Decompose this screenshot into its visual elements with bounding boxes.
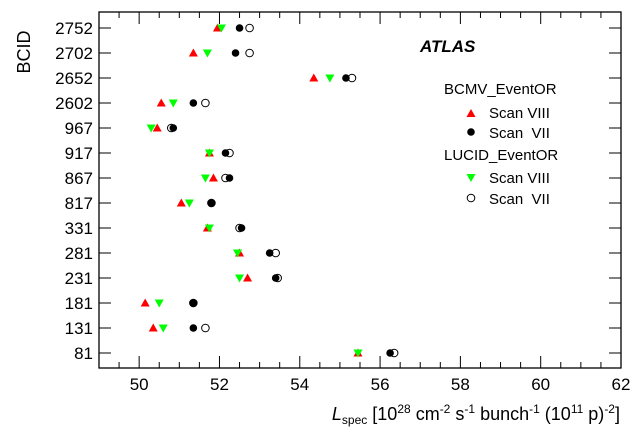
data-point-circle-open [201,323,210,333]
legend-marker-lucid-scan-vii [466,193,476,203]
data-point-triangle-up [140,298,150,307]
data-point-circle-filled [231,49,240,57]
y-axis-ticks: 2752 2702 2652 2602 967 917 867 817 331 281 231 181… [55,19,621,363]
data-point-circle-open [225,148,234,158]
data-point-triangle-down [204,149,214,158]
data-point-triangle-down [158,324,168,333]
y-tick-label: 331 [65,219,93,238]
data-point-triangle-down [200,174,210,183]
y-tick-label: 2752 [55,19,93,38]
data-point-circle-filled [189,299,198,307]
x-tick-label: 62 [612,375,631,394]
data-point-circle-filled [207,199,216,207]
legend: BCMV_EventOR Scan VIII Scan VII LUCID_Ev… [444,81,558,208]
data-point-circle-open [166,123,176,133]
data-point-triangle-up [208,173,218,182]
data-point-triangle-down [146,124,156,133]
x-tick-label: 54 [290,375,309,394]
data-point-circle-open [347,73,357,83]
data-point-circle-open [389,348,399,358]
data-point-circle-open [201,98,210,108]
data-point-circle-filled [265,249,274,257]
data-point-triangle-down [353,349,363,358]
data-point-triangle-up [148,323,158,332]
data-point-triangle-down [325,74,335,83]
data-point-circle-filled [169,124,178,132]
y-tick-label: 2702 [55,44,93,63]
data-point-triangle-up [156,98,166,107]
data-point-circle-open [221,173,230,183]
data-point-circle-filled [235,24,244,32]
y-tick-label: 81 [74,344,93,363]
y-tick-label: 281 [65,244,93,263]
atlas-label: ATLAS [419,37,476,56]
x-tick-label: 52 [210,375,229,394]
data-point-circle-filled [189,324,198,332]
y-tick-label: 181 [65,294,93,313]
x-axis-title: Lspec [1028 cm-2 s-1 bunch-1 (1011 p)-2] [332,402,620,427]
data-point-triangle-down [154,299,164,308]
y-tick-label: 2602 [55,94,93,113]
data-point-circle-open [245,48,254,58]
y-tick-label: 2652 [55,69,93,88]
legend-marker-lucid-scan-viii [466,174,476,182]
x-tick-label: 56 [371,375,390,394]
data-markers [140,23,399,358]
legend-group-title: LUCID_EventOR [444,147,558,164]
data-point-circle-filled [271,274,280,282]
x-tick-label: 58 [451,375,470,394]
legend-marker-bcmv-scan-vii [467,128,475,136]
x-axis-ticks: 50 52 54 56 58 60 62 [98,12,631,394]
y-tick-label: 817 [65,194,93,213]
legend-entry-label: Scan VIII [489,105,550,122]
data-point-circle-open [245,23,254,33]
y-axis-title: BCID [14,30,34,73]
y-tick-label: 967 [65,119,93,138]
legend-marker-bcmv-scan-viii [466,109,476,117]
x-tick-label: 50 [130,375,149,394]
legend-entry-label: Scan VII [489,191,550,208]
y-tick-label: 131 [65,319,93,338]
data-point-triangle-down [168,99,178,108]
y-tick-label: 231 [65,269,93,288]
legend-group-title: BCMV_EventOR [444,81,557,98]
y-tick-label: 867 [65,169,93,188]
data-point-circle-open [189,298,198,308]
data-point-triangle-down [202,49,212,58]
data-point-circle-open [273,273,282,283]
data-point-triangle-up [212,23,222,32]
data-point-triangle-down [235,274,245,283]
data-point-triangle-down [204,224,214,233]
data-point-triangle-down [216,24,226,33]
y-tick-label: 917 [65,144,93,163]
data-point-triangle-up [309,73,319,82]
data-point-triangle-up [176,198,186,207]
data-point-circle-open [235,223,244,233]
data-point-triangle-down [233,249,243,258]
data-point-triangle-up [243,273,253,282]
data-point-circle-filled [237,224,246,232]
data-point-circle-open [207,198,216,208]
data-point-circle-open [271,248,280,258]
data-point-triangle-up [188,48,198,57]
data-point-triangle-up [152,123,162,132]
data-point-circle-filled [189,99,198,107]
plot-frame [98,11,622,369]
data-point-circle-filled [342,74,350,82]
x-tick-label: 60 [531,375,550,394]
data-point-triangle-down [184,199,194,208]
legend-entry-label: Scan VIII [489,170,550,187]
legend-entry-label: Scan VII [489,125,550,142]
